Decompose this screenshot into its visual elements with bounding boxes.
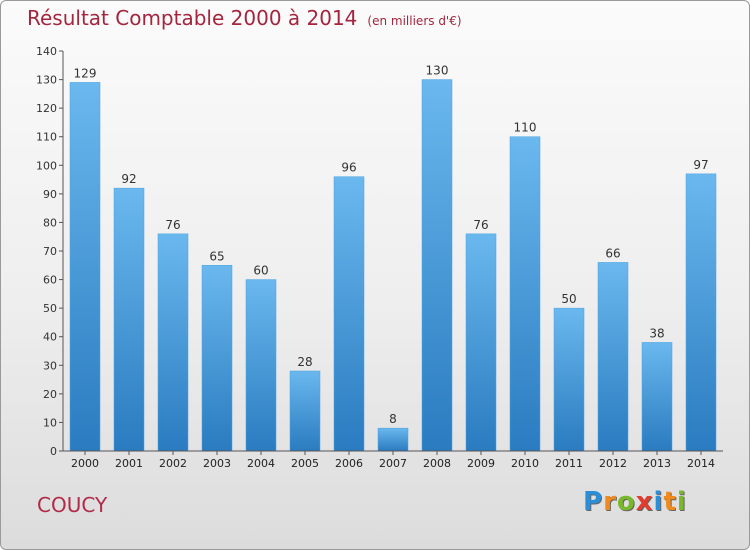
logo-letter: i	[676, 487, 687, 517]
bar-2003	[201, 265, 233, 452]
y-tick-label: 130	[36, 74, 57, 87]
x-tick-label-2006: 2006	[335, 457, 363, 470]
x-tick-label-2005: 2005	[291, 457, 319, 470]
x-tick-label-2008: 2008	[423, 457, 451, 470]
bar-2007	[377, 427, 409, 452]
x-tick-label-2014: 2014	[687, 457, 715, 470]
data-label-2001: 92	[121, 172, 136, 186]
bar-2002	[157, 233, 189, 452]
y-tick-label: 30	[43, 359, 57, 372]
bar-2000	[69, 82, 101, 452]
y-tick-label: 80	[43, 216, 57, 229]
x-tick-label-2000: 2000	[71, 457, 99, 470]
bar-2009	[465, 233, 497, 452]
bar-2013	[641, 342, 673, 452]
chart-title: Résultat Comptable 2000 à 2014 (en millie…	[27, 6, 462, 30]
y-tick-label: 140	[36, 45, 57, 58]
commune-name: COUCY	[37, 493, 108, 517]
x-tick-label-2013: 2013	[643, 457, 671, 470]
bar-2004	[245, 279, 277, 452]
bar-2005	[289, 370, 321, 452]
x-tick-label-2010: 2010	[511, 457, 539, 470]
y-tick-label: 0	[50, 445, 57, 458]
y-tick-label: 40	[43, 331, 57, 344]
bar-2006	[333, 176, 365, 452]
logo-letter: i	[653, 487, 664, 517]
data-label-2006: 96	[341, 161, 356, 175]
y-tick-label: 90	[43, 188, 57, 201]
bar-2008	[421, 79, 453, 452]
data-label-2012: 66	[605, 246, 620, 260]
logo-letter: t	[663, 487, 677, 517]
data-label-2005: 28	[297, 355, 312, 369]
data-label-2008: 130	[426, 64, 449, 78]
data-label-2013: 38	[649, 326, 664, 340]
x-tick-label-2003: 2003	[203, 457, 231, 470]
bar-2012	[597, 262, 629, 452]
y-tick-label: 20	[43, 388, 57, 401]
bar-2011	[553, 307, 585, 452]
x-tick-label-2012: 2012	[599, 457, 627, 470]
bar-2001	[113, 187, 145, 452]
data-label-2003: 65	[209, 249, 224, 263]
bar-2014	[685, 173, 717, 452]
data-label-2011: 50	[561, 292, 576, 306]
logo-letter: P	[583, 487, 604, 517]
y-tick-label: 60	[43, 274, 57, 287]
logo-letter: x	[635, 487, 654, 517]
bar-2010	[509, 136, 541, 452]
data-label-2000: 129	[74, 66, 97, 80]
x-tick-label-2004: 2004	[247, 457, 275, 470]
data-label-2007: 8	[389, 412, 397, 426]
y-tick-label: 100	[36, 159, 57, 172]
data-label-2010: 110	[514, 121, 537, 135]
chart-subtitle: (en milliers d'€)	[367, 14, 462, 28]
y-tick-label: 70	[43, 245, 57, 258]
data-label-2002: 76	[165, 218, 180, 232]
data-label-2009: 76	[473, 218, 488, 232]
y-tick-label: 50	[43, 302, 57, 315]
x-tick-label-2001: 2001	[115, 457, 143, 470]
logo-letter: o	[616, 487, 636, 517]
data-label-2014: 97	[693, 158, 708, 172]
proxiti-logo: Proxiti	[583, 487, 687, 517]
y-tick-label: 10	[43, 416, 57, 429]
title-text: Résultat Comptable 2000 à 2014	[27, 6, 358, 30]
data-label-2004: 60	[253, 264, 268, 278]
x-tick-label-2011: 2011	[555, 457, 583, 470]
y-tick-label: 110	[36, 131, 57, 144]
x-tick-label-2009: 2009	[467, 457, 495, 470]
y-tick-label: 120	[36, 102, 57, 115]
logo-letter: r	[603, 487, 617, 517]
x-tick-label-2007: 2007	[379, 457, 407, 470]
x-tick-label-2002: 2002	[159, 457, 187, 470]
